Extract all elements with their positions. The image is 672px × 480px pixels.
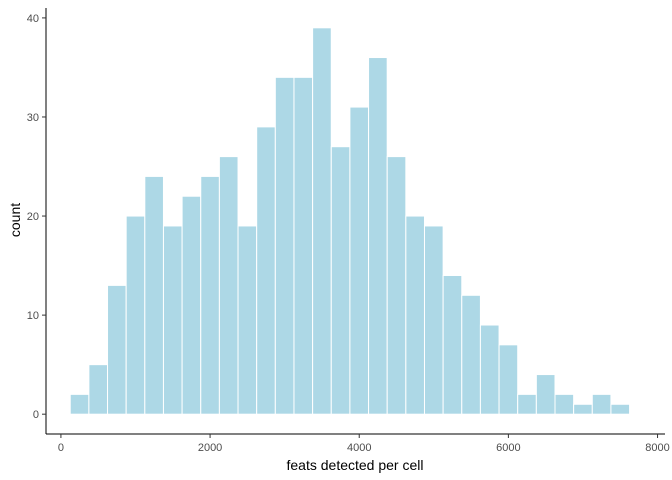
y-tick-label: 30 bbox=[27, 112, 39, 124]
histogram-bar bbox=[423, 225, 444, 415]
y-axis-title: count bbox=[7, 203, 23, 237]
y-tick-label: 10 bbox=[27, 310, 39, 322]
histogram-bar bbox=[88, 364, 109, 415]
histogram-bar bbox=[386, 156, 407, 415]
histogram-bar bbox=[479, 324, 500, 415]
x-tick-label: 6000 bbox=[496, 442, 520, 454]
histogram-bar bbox=[573, 403, 593, 415]
bars-group bbox=[69, 27, 631, 415]
histogram-bar bbox=[312, 27, 332, 415]
x-axis: 0 2000 4000 6000 8000 bbox=[46, 433, 670, 454]
y-tick-label: 0 bbox=[33, 409, 39, 421]
histogram-bar bbox=[461, 294, 481, 415]
histogram-bar bbox=[69, 393, 90, 415]
x-tick-label: 4000 bbox=[347, 442, 371, 454]
x-tick-label: 2000 bbox=[198, 442, 222, 454]
x-axis-title: feats detected per cell bbox=[287, 457, 424, 473]
y-tick-label: 20 bbox=[27, 211, 39, 223]
histogram-bar bbox=[517, 393, 537, 415]
histogram-bar bbox=[368, 57, 388, 415]
histogram-bar bbox=[274, 76, 295, 415]
x-tick-label: 8000 bbox=[645, 442, 669, 454]
histogram-bar bbox=[200, 175, 220, 415]
y-axis: 0 10 20 30 40 bbox=[27, 8, 47, 434]
histogram-bar bbox=[181, 195, 202, 415]
y-tick-label: 40 bbox=[27, 13, 39, 25]
histogram-bar bbox=[554, 393, 575, 415]
histogram-bar bbox=[218, 156, 239, 415]
histogram-bar bbox=[535, 374, 556, 415]
histogram-bar bbox=[256, 126, 276, 415]
histogram-bar bbox=[498, 344, 519, 415]
histogram-bar bbox=[293, 76, 314, 415]
x-tick-label: 0 bbox=[58, 442, 64, 454]
histogram-bar bbox=[144, 175, 164, 415]
histogram-bar bbox=[349, 106, 370, 415]
histogram-bar bbox=[125, 215, 146, 415]
histogram-bar bbox=[591, 393, 612, 415]
histogram-bar bbox=[107, 284, 127, 415]
histogram-bar bbox=[610, 403, 631, 415]
histogram-bar bbox=[442, 274, 463, 415]
histogram-bar bbox=[405, 215, 425, 415]
histogram-bar bbox=[330, 146, 351, 415]
histogram-bar bbox=[162, 225, 183, 415]
histogram-bar bbox=[237, 225, 258, 415]
